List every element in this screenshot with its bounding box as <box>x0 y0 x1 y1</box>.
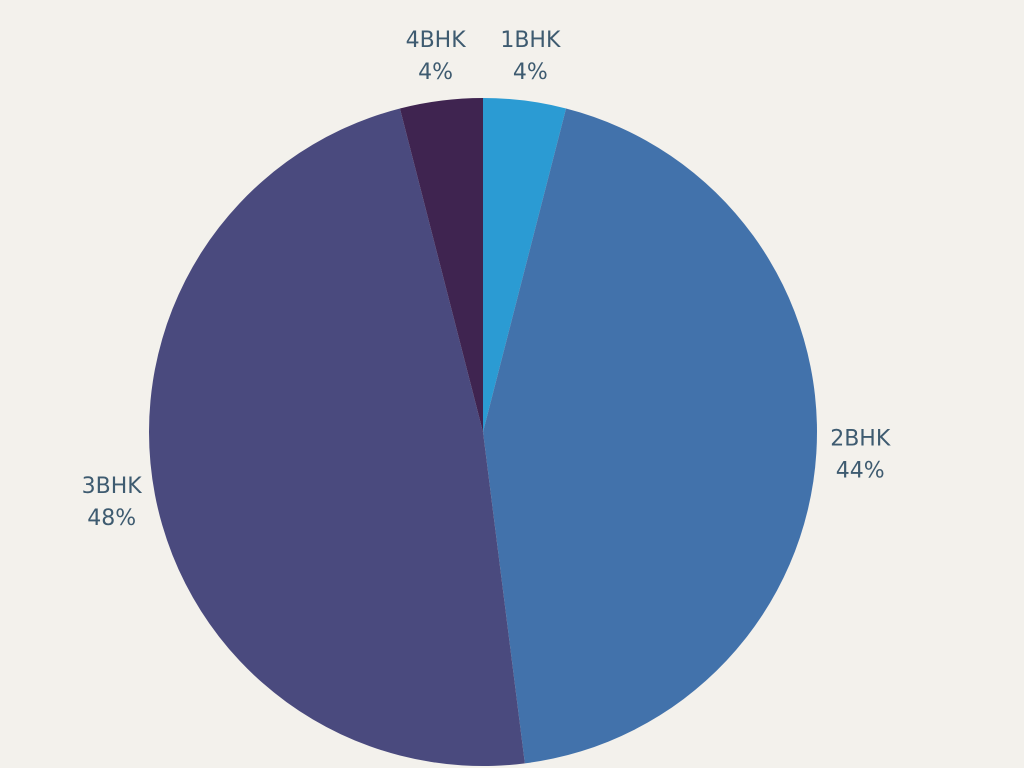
pie-slice <box>483 108 818 764</box>
pie-slice <box>148 108 525 767</box>
pie-slice <box>399 98 483 432</box>
slice-value-label: 48% <box>87 506 136 531</box>
slice-label: 4BHK <box>406 28 467 53</box>
slice-value-label: 4% <box>418 60 453 85</box>
slice-label: 2BHK <box>830 427 891 452</box>
pie-slice <box>483 98 567 432</box>
slice-label: 3BHK <box>82 474 143 499</box>
slice-value-label: 4% <box>513 60 548 85</box>
slice-value-label: 44% <box>836 459 885 484</box>
slice-label: 1BHK <box>500 28 561 53</box>
